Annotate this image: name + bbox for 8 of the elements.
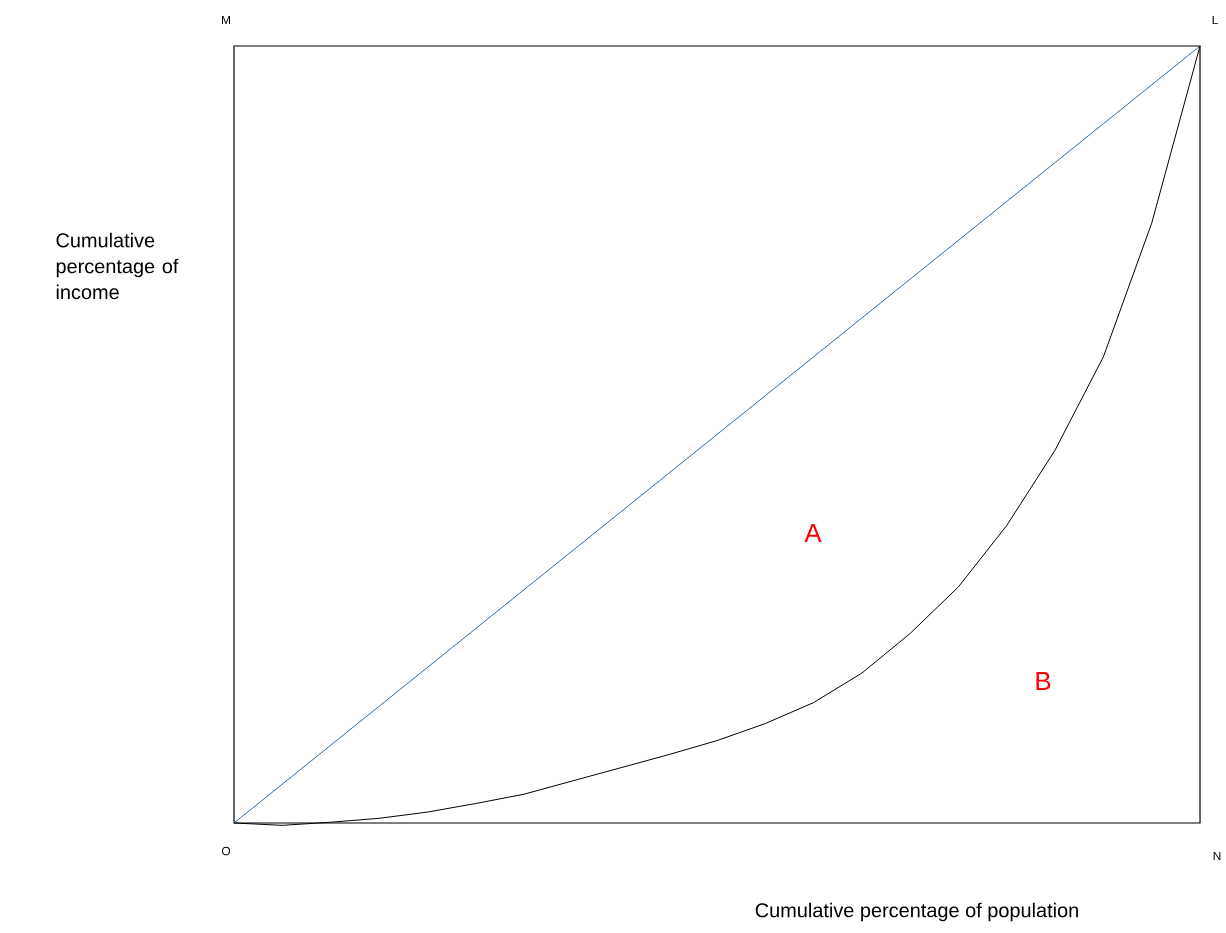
annotation: A [804, 524, 822, 542]
text: L [1212, 15, 1218, 25]
x-axis-title: Cumulative percentage of population [755, 902, 1078, 922]
text: O [221, 846, 231, 856]
y-axis-title: Cumulative percentage of income [56, 232, 179, 300]
annotation: B [1036, 672, 1051, 690]
text: M [222, 15, 230, 25]
text: N [1213, 851, 1221, 861]
